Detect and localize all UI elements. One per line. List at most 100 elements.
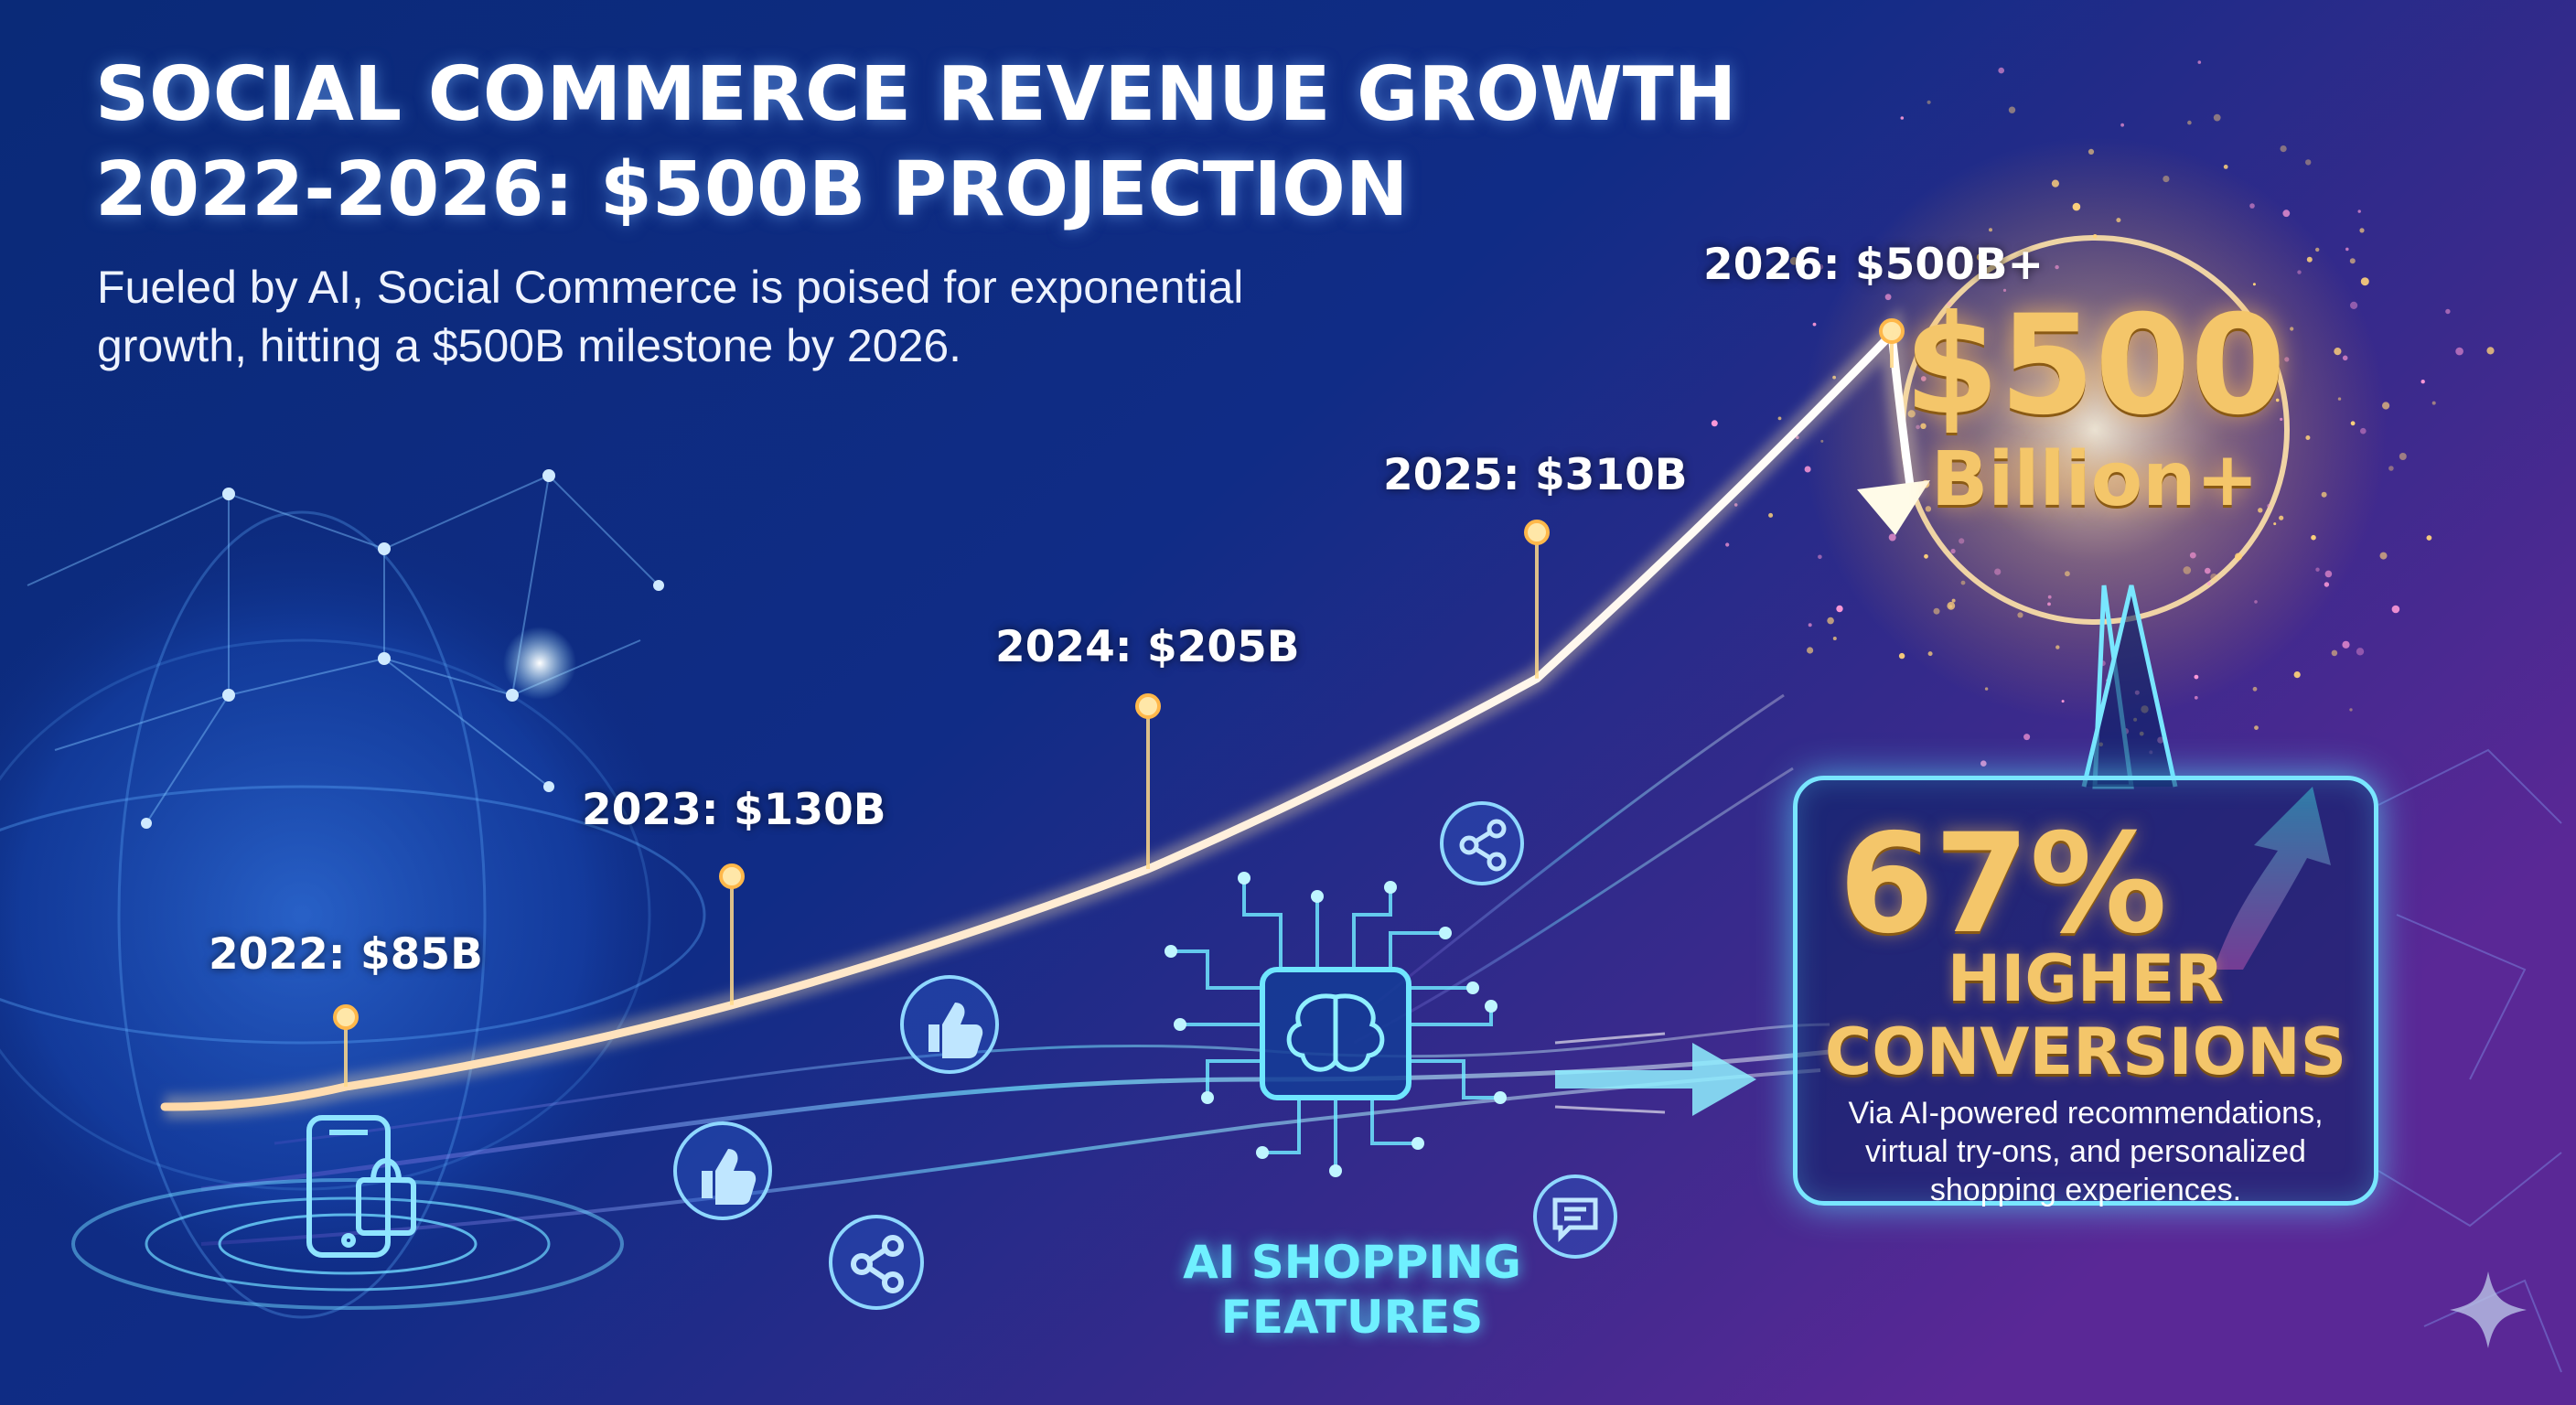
- sparkle-particle: [2331, 649, 2338, 657]
- sparkle-particle: [2065, 571, 2070, 577]
- highlight-unit: Billion+: [1930, 436, 2259, 523]
- sparkle-particle: [1818, 263, 1824, 270]
- sparkle-particle: [2163, 176, 2170, 183]
- sparkle-particle: [1804, 466, 1811, 473]
- highlight-glow: [1802, 137, 2388, 723]
- sparkle-particle: [2120, 123, 2125, 127]
- callout-percent: 67%: [1839, 805, 2168, 964]
- sparkle-particle: [1916, 424, 1920, 430]
- sparkle-particle: [1984, 687, 1989, 691]
- sparkle-particle: [2345, 247, 2349, 252]
- sparkle-particle: [2280, 417, 2283, 421]
- data-point-2022: [333, 1004, 359, 1030]
- sparkle-particle: [1920, 403, 1926, 409]
- sparkle-particle: [2305, 159, 2312, 166]
- sparkle-particle: [1932, 364, 1937, 370]
- sparkle-particle: [1920, 423, 1927, 429]
- sparkle-particle: [1959, 538, 1965, 544]
- sparkle-particle: [2254, 600, 2258, 604]
- share-icon: [829, 1215, 924, 1310]
- conversion-callout: [1793, 776, 2378, 1206]
- sparkle-particle: [1980, 760, 1987, 767]
- sparkle-particle: [2350, 421, 2356, 426]
- sparkle-particle: [1950, 548, 1956, 554]
- sparkle-particle: [2486, 347, 2495, 355]
- sparkle-particle: [2342, 640, 2350, 649]
- sparkle-particle: [2254, 725, 2259, 730]
- sparkle-particle: [2315, 247, 2320, 252]
- sparkle-particle: [1820, 439, 1824, 443]
- sparkle-particle: [2306, 256, 2313, 263]
- data-point-2025: [1524, 520, 1550, 545]
- sparkle-particle: [2349, 258, 2356, 264]
- sparkle-particle: [2047, 595, 2052, 599]
- smartphone-shopping-bag-icon: [306, 1115, 416, 1258]
- sparkle-particle: [2258, 508, 2263, 513]
- revenue-line-chart: [160, 307, 1930, 1120]
- data-point-2026: [1879, 318, 1905, 344]
- chat-bubble-icon: [1533, 1174, 1617, 1259]
- data-point-2023: [719, 863, 745, 889]
- callout-description: Via AI-powered recommendations, virtual …: [1793, 1094, 2378, 1209]
- share-icon: [1440, 801, 1524, 885]
- sparkle-particle: [1898, 652, 1905, 660]
- sparkle-particle: [2360, 427, 2367, 434]
- subtitle-line-2: growth, hitting a $500B milestone by 202…: [97, 320, 962, 371]
- sparkle-particle: [2092, 233, 2098, 239]
- sparkle-particle: [2183, 566, 2192, 574]
- sparkle-particle: [1812, 322, 1817, 327]
- sparkle-particle: [2284, 357, 2290, 362]
- sparkle-particle: [2051, 179, 2059, 188]
- sparkle-particle: [1836, 605, 1843, 613]
- sparkle-particle: [1994, 568, 2002, 575]
- sparkle-particle: [2235, 552, 2242, 561]
- sparkle-particle: [1808, 623, 1812, 627]
- sparkle-particle: [2350, 301, 2358, 309]
- sparkle-particle: [2297, 270, 2302, 274]
- sparkle-particle: [2359, 228, 2365, 233]
- page-title: SOCIAL COMMERCE REVENUE GROWTH 2022-2026…: [95, 48, 1736, 238]
- sparkle-particle: [2431, 401, 2436, 405]
- sparkle-particle: [1876, 270, 1882, 276]
- sparkle-particle: [2321, 491, 2327, 498]
- sparkle-particle: [2194, 695, 2198, 700]
- sparkle-particle: [2213, 113, 2221, 122]
- sparkle-particle: [2290, 327, 2294, 331]
- data-label-2023: 2023: $130B: [582, 785, 886, 835]
- sparkle-particle: [2047, 602, 2051, 606]
- callout-desc-line-3: shopping experiences.: [1929, 1173, 2242, 1207]
- sparkle-particle: [2273, 522, 2277, 526]
- subtitle: Fueled by AI, Social Commerce is poised …: [97, 258, 1243, 375]
- sparkle-particle: [2315, 567, 2320, 572]
- sparkle-particle: [1827, 617, 1834, 625]
- sparkle-particle: [1927, 100, 1931, 104]
- sparkle-particle: [2072, 202, 2081, 211]
- sparkle-particle: [2357, 209, 2361, 213]
- sparkle-particle: [2337, 397, 2342, 401]
- arrow-right-icon: [1554, 1032, 1756, 1116]
- sparkle-particle: [2061, 700, 2065, 703]
- sparkle-particle: [2002, 288, 2007, 292]
- data-label-2025: 2025: $310B: [1383, 450, 1688, 500]
- sparkle-particle: [1927, 651, 1933, 657]
- sparkle-particle: [2399, 453, 2407, 460]
- sparkle-particle: [2426, 535, 2432, 541]
- sparkle-particle: [2445, 308, 2451, 315]
- sparkle-particle: [1989, 228, 1992, 232]
- sparkle-particle: [2280, 145, 2287, 153]
- sparkle-particle: [1789, 256, 1798, 265]
- callout-label-line-2: CONVERSIONS: [1824, 1014, 2347, 1089]
- sparkle-particle: [2055, 264, 2059, 270]
- callout-desc-line-1: Via AI-powered recommendations,: [1848, 1096, 2324, 1131]
- ai-feature-label: AI SHOPPING FEATURES: [1132, 1235, 1572, 1345]
- highlight-value: $500 Billion+: [1866, 293, 2324, 521]
- title-line-2: 2022-2026: $500B PROJECTION: [95, 146, 1409, 233]
- sparkle-particle: [1818, 554, 1822, 560]
- sparkle-particle: [1884, 294, 1892, 301]
- callout-label: HIGHER CONVERSIONS: [1793, 942, 2378, 1089]
- ai-label-line-1: AI SHOPPING: [1183, 1236, 1521, 1289]
- subtitle-line-1: Fueled by AI, Social Commerce is poised …: [97, 262, 1244, 313]
- sparkle-particle: [1947, 302, 1951, 306]
- sparkle-particle: [2293, 671, 2301, 679]
